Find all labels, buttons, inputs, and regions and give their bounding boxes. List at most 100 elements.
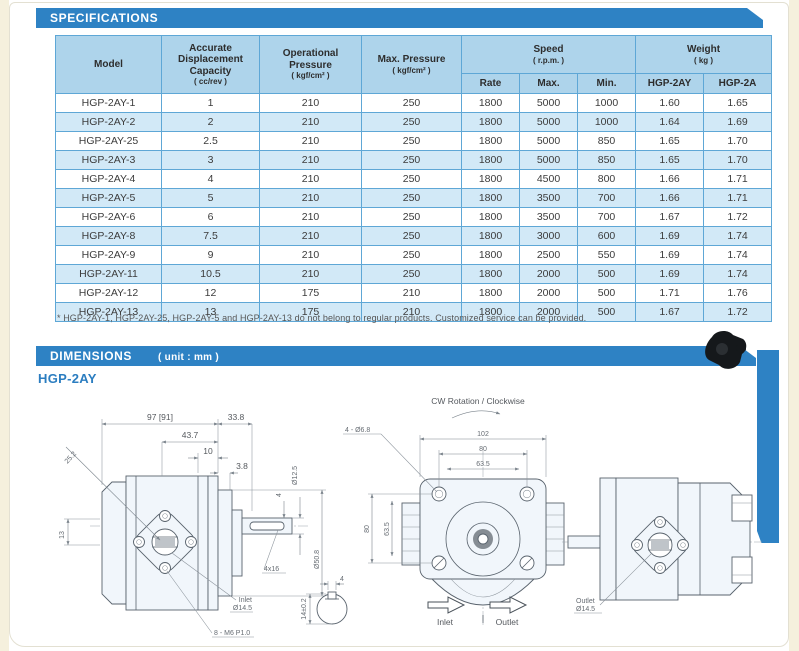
col-header-weight: Weight ( kg )	[635, 35, 773, 74]
dim-width-80: 80	[479, 446, 487, 453]
value-cell: 1.66	[635, 169, 705, 189]
page-edge-right	[789, 0, 799, 651]
dim-key-width: 4	[340, 576, 344, 583]
dim-pilot-dia: Ø50.8	[314, 550, 321, 569]
model-cell: HGP-2AY-4	[55, 169, 162, 189]
spec-table: Model Accurate Displacement Capacity ( c…	[55, 35, 773, 322]
page-edge-left	[0, 0, 9, 651]
model-series-title: HGP-2AY	[38, 371, 97, 386]
value-cell: 1.65	[635, 131, 705, 151]
col-header-speed-min: Min.	[576, 73, 637, 94]
value-cell: 250	[361, 169, 462, 189]
inlet-arrow-icon	[427, 596, 466, 614]
model-cell: HGP-2AY-3	[55, 150, 162, 170]
value-cell: 1.67	[635, 302, 705, 322]
value-cell: 210	[361, 283, 462, 303]
value-cell: 850	[576, 131, 637, 151]
value-cell: 550	[576, 245, 637, 265]
dim-10: 10	[203, 446, 213, 456]
value-cell: 210	[259, 93, 362, 113]
model-cell: HGP-2AY-11	[55, 264, 162, 284]
dim-length-total: 97 [91]	[147, 412, 173, 422]
value-cell: 250	[361, 226, 462, 246]
value-cell: 1.74	[703, 264, 773, 284]
value-cell: 1.70	[703, 131, 773, 151]
model-cell: HGP-2AY-5	[55, 188, 162, 208]
spec-table-row: HGP-2AY-11 10.5 210 250 1800 2000 500 1.69 1.74	[55, 264, 773, 284]
value-cell: 1000	[576, 93, 637, 113]
value-cell: 4500	[519, 169, 578, 189]
value-cell: 250	[361, 131, 462, 151]
label-inlet: Inlet	[437, 617, 454, 627]
value-cell: 210	[259, 188, 362, 208]
value-cell: 600	[576, 226, 637, 246]
col-header-max-pressure: Max. Pressure ( kgf/cm² )	[361, 35, 462, 94]
value-cell: 250	[361, 188, 462, 208]
value-cell: 1.65	[703, 93, 773, 113]
spec-table-row: HGP-2AY-6 6 210 250 1800 3500 700 1.67 1.72	[55, 207, 773, 227]
value-cell: 2500	[519, 245, 578, 265]
value-cell: 1.65	[635, 150, 705, 170]
value-cell: 7.5	[161, 226, 260, 246]
col-header-max-pressure-label: Max. Pressure	[377, 54, 446, 66]
value-cell: 3000	[519, 226, 578, 246]
value-cell: 210	[259, 131, 362, 151]
value-cell: 1.69	[703, 112, 773, 132]
value-cell: 9	[161, 245, 260, 265]
value-cell: 500	[576, 283, 637, 303]
spec-table-row: HGP-2AY-2 2 210 250 1800 5000 1000 1.64 1.69	[55, 112, 773, 132]
value-cell: 1800	[461, 245, 520, 265]
dim-4: 4	[276, 493, 283, 497]
value-cell: 1800	[461, 264, 520, 284]
value-cell: 1800	[461, 188, 520, 208]
spec-table-row: HGP-2AY-13 13 175 210 1800 2000 500 1.67 1.72	[55, 302, 773, 322]
spec-table-row: HGP-2AY-9 9 210 250 1800 2500 550 1.69 1.74	[55, 245, 773, 265]
dim-25-2: 25.2	[64, 451, 78, 466]
dimensions-banner: DIMENSIONS ( unit : mm )	[36, 346, 756, 366]
dimensions-unit-label: ( unit : mm )	[157, 352, 220, 363]
value-cell: 210	[259, 207, 362, 227]
value-cell: 500	[576, 264, 637, 284]
specifications-banner: SPECIFICATIONS	[36, 8, 763, 28]
value-cell: 1000	[576, 112, 637, 132]
col-header-max-pressure-unit: ( kgf/cm² )	[392, 65, 431, 75]
value-cell: 1.67	[635, 207, 705, 227]
value-cell: 1800	[461, 93, 520, 113]
model-cell: HGP-2AY-25	[55, 131, 162, 151]
value-cell: 1.71	[703, 169, 773, 189]
value-cell: 1800	[461, 131, 520, 151]
col-header-rate: Rate	[461, 73, 520, 94]
col-header-op-pressure-unit: ( kgf/cm² )	[291, 71, 330, 81]
value-cell: 2	[161, 112, 260, 132]
value-cell: 800	[576, 169, 637, 189]
label-inlet-side: Inlet	[239, 597, 252, 604]
model-cell: HGP-2AY-9	[55, 245, 162, 265]
value-cell: 210	[259, 150, 362, 170]
dim-height-63-5: 63.5	[384, 522, 391, 536]
label-mounting-bolts: 8 - M6 P1.0	[214, 630, 250, 637]
col-header-speed-label: Speed	[533, 44, 564, 56]
value-cell: 1.71	[703, 188, 773, 208]
dim-13: 13	[59, 531, 66, 539]
value-cell: 250	[361, 150, 462, 170]
spec-table-row: HGP-2AY-25 2.5 210 250 1800 5000 850 1.65 1.70	[55, 131, 773, 151]
model-cell: HGP-2AY-2	[55, 112, 162, 132]
dimensions-banner-label: DIMENSIONS	[50, 349, 133, 363]
spec-table-row: HGP-2AY-4 4 210 250 1800 4500 800 1.66 1.71	[55, 169, 773, 189]
spec-table-row: HGP-2AY-1 1 210 250 1800 5000 1000 1.60 1.65	[55, 93, 773, 113]
value-cell: 12	[161, 283, 260, 303]
value-cell: 250	[361, 207, 462, 227]
value-cell: 1.74	[703, 245, 773, 265]
value-cell: 1.64	[635, 112, 705, 132]
specifications-banner-label: SPECIFICATIONS	[50, 11, 159, 25]
value-cell: 1.72	[703, 302, 773, 322]
value-cell: 250	[361, 112, 462, 132]
value-cell: 3	[161, 150, 260, 170]
value-cell: 210	[259, 226, 362, 246]
value-cell: 175	[259, 283, 362, 303]
dim-height-80: 80	[364, 525, 371, 533]
dimension-drawings: 97 [91] 33.8 43.7 10 3.8 25.2 13	[59, 396, 762, 638]
col-header-weight-2ay: HGP-2AY	[635, 73, 705, 94]
model-cell: HGP-2AY-1	[55, 93, 162, 113]
